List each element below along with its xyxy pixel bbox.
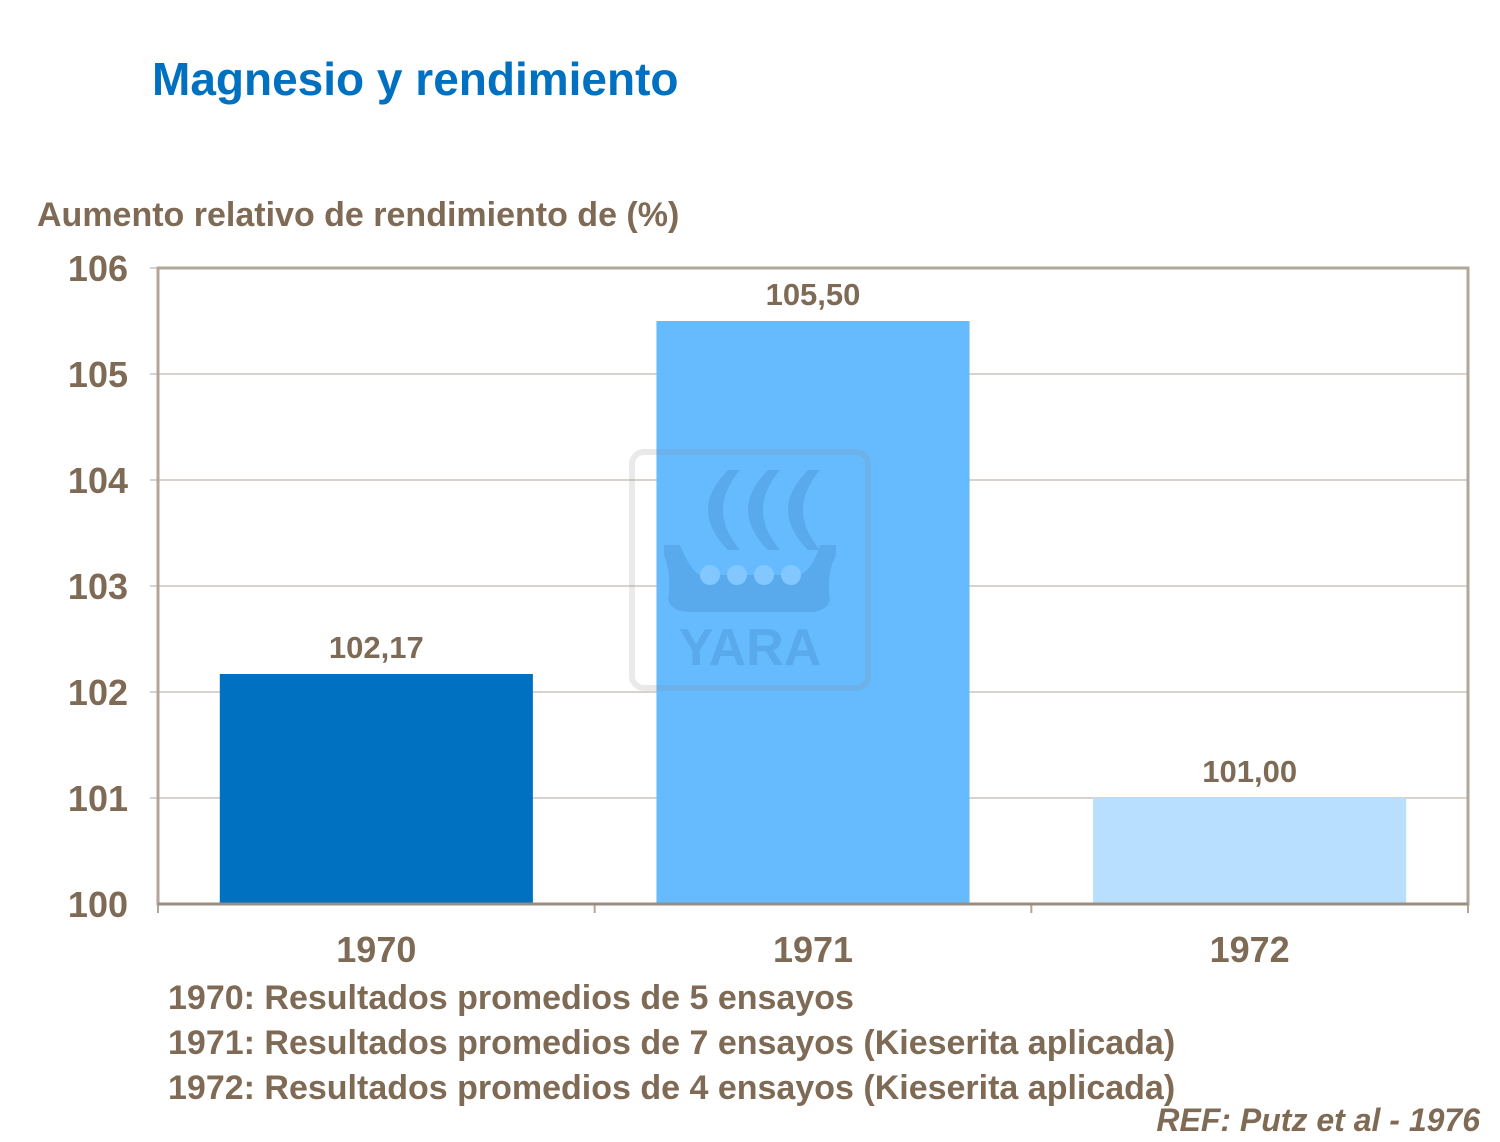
chart-title: Magnesio y rendimiento [152,53,679,105]
sail [708,470,740,550]
y-tick-label: 105 [68,354,128,395]
yara-logo-watermark: YARA [629,449,871,691]
y-tick-label: 100 [68,884,128,925]
logo-text: YARA [679,619,822,677]
y-tick-label: 104 [68,460,128,501]
y-tick-label: 103 [68,566,128,607]
logo-frame [629,449,871,691]
shield [727,565,747,585]
x-tick-label: 1972 [1210,929,1290,970]
bar-1970 [219,673,533,904]
data-label: 105,50 [766,277,861,312]
note-1971: 1971: Resultados promedios de 7 ensayos … [168,1024,1176,1062]
bar-1972 [1093,798,1407,904]
data-label: 101,00 [1202,754,1297,789]
y-tick-label: 101 [68,778,128,819]
bar-1971 [656,321,970,904]
shield [754,565,774,585]
y-tick-label: 106 [68,248,128,289]
chart-notes: 1970: Resultados promedios de 5 ensayos … [168,976,1175,1111]
note-1970: 1970: Resultados promedios de 5 ensayos [168,979,854,1017]
x-tick-label: 1971 [773,929,853,970]
x-tick-label: 1970 [336,929,416,970]
y-axis-label: Aumento relativo de rendimiento de (%) [37,196,680,234]
sail [748,470,780,550]
y-tick-label: 102 [68,672,128,713]
reference-text: REF: Putz et al - 1976 [1156,1102,1480,1138]
sail [788,470,820,550]
ship-hull [664,545,836,612]
data-label: 102,17 [329,630,424,665]
note-1972: 1972: Resultados promedios de 4 ensayos … [168,1069,1176,1107]
shield [700,565,720,585]
shield [781,565,801,585]
